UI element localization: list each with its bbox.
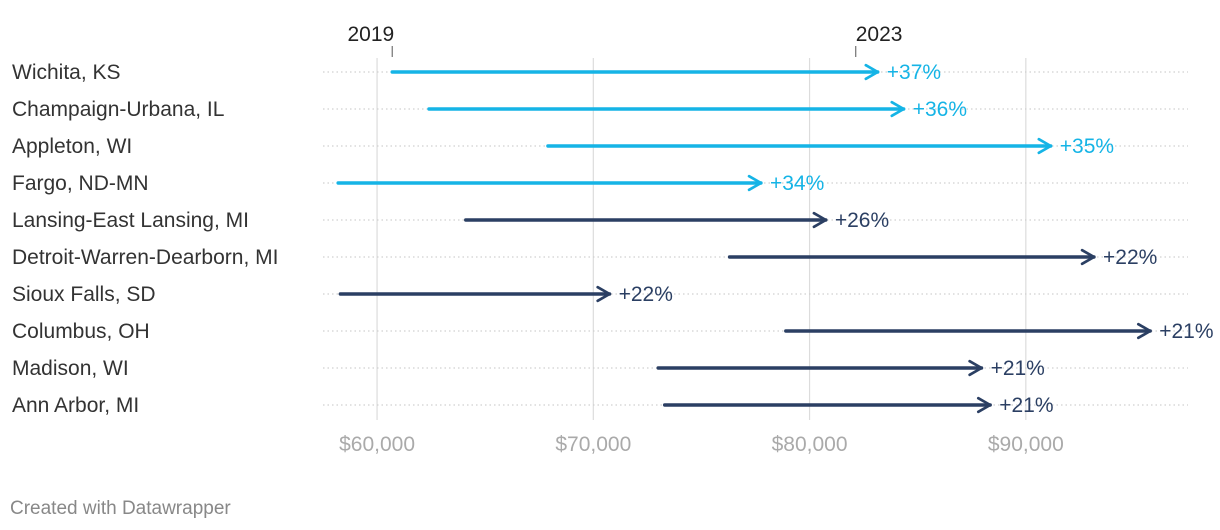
row-label: Detroit-Warren-Dearborn, MI <box>12 246 278 269</box>
row-label: Lansing-East Lansing, MI <box>12 209 249 232</box>
end-year-label: 2023 <box>856 23 903 46</box>
change-label: +36% <box>913 98 967 121</box>
x-tick-label: $80,000 <box>772 433 848 456</box>
x-tick-label: $70,000 <box>555 433 631 456</box>
row-label: Fargo, ND-MN <box>12 172 149 195</box>
row-label: Champaign-Urbana, IL <box>12 98 224 121</box>
row-guide-lines <box>323 71 1188 406</box>
x-axis-ticks: $60,000 $70,000 $80,000 $90,000 <box>339 433 1064 456</box>
change-label: +35% <box>1060 135 1114 158</box>
row-labels: Wichita, KS Champaign-Urbana, IL Appleton,… <box>12 61 278 417</box>
change-label: +34% <box>770 172 824 195</box>
x-tick-label: $90,000 <box>988 433 1064 456</box>
year-legend: 2019 2023 <box>347 23 902 57</box>
row-label: Madison, WI <box>12 357 129 380</box>
row-label: Wichita, KS <box>12 61 121 84</box>
change-label: +21% <box>991 357 1045 380</box>
change-label: +37% <box>887 61 941 84</box>
row-label: Appleton, WI <box>12 135 132 158</box>
start-year-label: 2019 <box>347 23 394 46</box>
vertical-gridlines <box>376 58 1027 420</box>
row-label: Columbus, OH <box>12 320 150 343</box>
change-label: +22% <box>619 283 673 306</box>
change-label: +22% <box>1103 246 1157 269</box>
row-label: Sioux Falls, SD <box>12 283 156 306</box>
change-label: +26% <box>835 209 889 232</box>
arrow-series: +37% +36% +35% +34% +26% +22% +22% +21% +21% +21% <box>336 61 1214 417</box>
row-label: Ann Arbor, MI <box>12 394 139 417</box>
change-label: +21% <box>1159 320 1213 343</box>
change-label: +21% <box>999 394 1053 417</box>
x-tick-label: $60,000 <box>339 433 415 456</box>
footer-credit: Created with Datawrapper <box>10 498 231 519</box>
